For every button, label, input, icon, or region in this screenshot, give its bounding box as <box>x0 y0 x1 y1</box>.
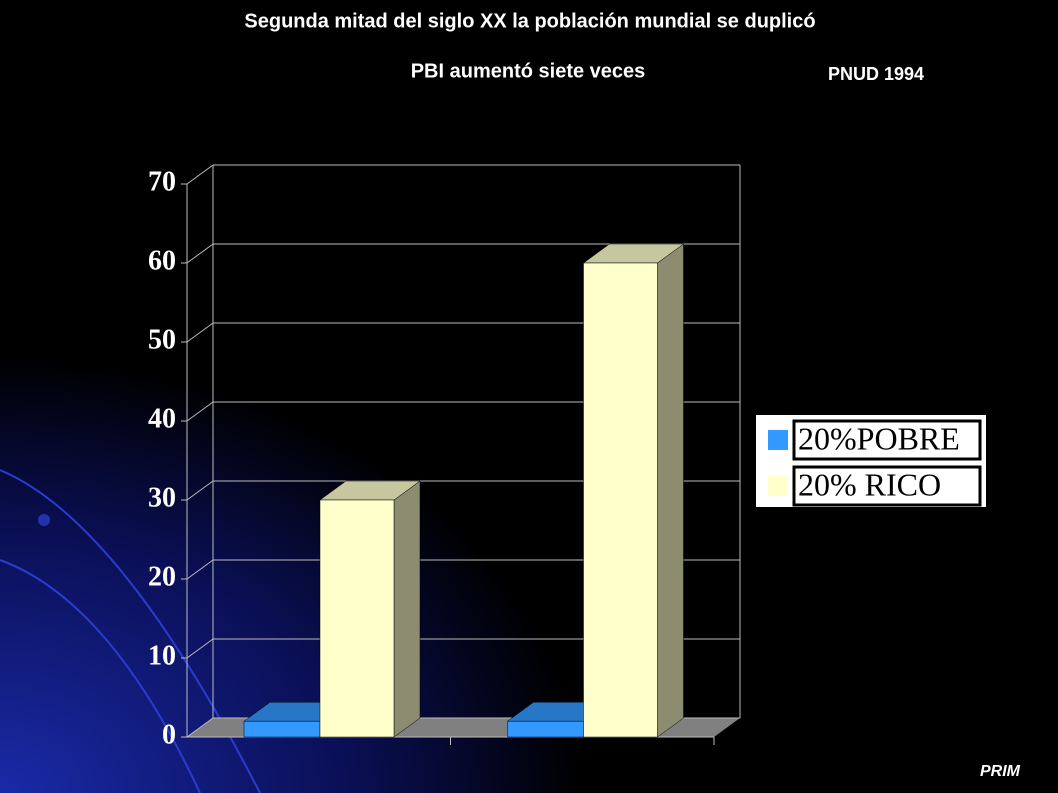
logo: PRIM <box>980 763 1021 780</box>
y-tick-label: 60 <box>148 245 176 276</box>
y-tick-label: 10 <box>148 640 176 671</box>
bar-front <box>319 499 395 738</box>
y-tick-label: 70 <box>148 166 176 197</box>
grid-line <box>186 638 214 659</box>
legend-swatch <box>768 430 788 450</box>
bar <box>582 243 685 738</box>
grid-line <box>186 559 214 580</box>
grid-line <box>186 717 214 738</box>
grid-line <box>186 480 214 501</box>
bar-front <box>507 720 584 738</box>
legend-label-frame <box>792 419 982 461</box>
annotation: PNUD 1994 <box>828 64 924 84</box>
legend-label: 20% RICO <box>798 466 941 502</box>
y-tick-label: 50 <box>148 324 176 355</box>
bar-front <box>583 262 658 738</box>
grid-line <box>186 164 214 185</box>
grid-line <box>186 322 214 343</box>
legend-label-frame <box>792 465 982 507</box>
chart-title: Segunda mitad del siglo XX la población … <box>244 10 815 32</box>
bar-side <box>657 243 684 738</box>
legend-swatch <box>768 476 788 496</box>
bar-side <box>393 480 421 738</box>
legend-label: 20%POBRE <box>798 420 960 456</box>
decor-dot <box>38 514 50 526</box>
chart-subtitle: PBI aumentó siete veces <box>411 60 646 82</box>
grid-line <box>186 401 214 422</box>
bar <box>319 480 421 738</box>
y-tick-label: 40 <box>148 403 176 434</box>
grid-line <box>186 243 214 264</box>
y-tick-label: 20 <box>148 561 176 592</box>
y-tick-label: 30 <box>148 482 176 513</box>
bar-front <box>243 720 321 738</box>
y-tick-label: 0 <box>162 719 176 750</box>
